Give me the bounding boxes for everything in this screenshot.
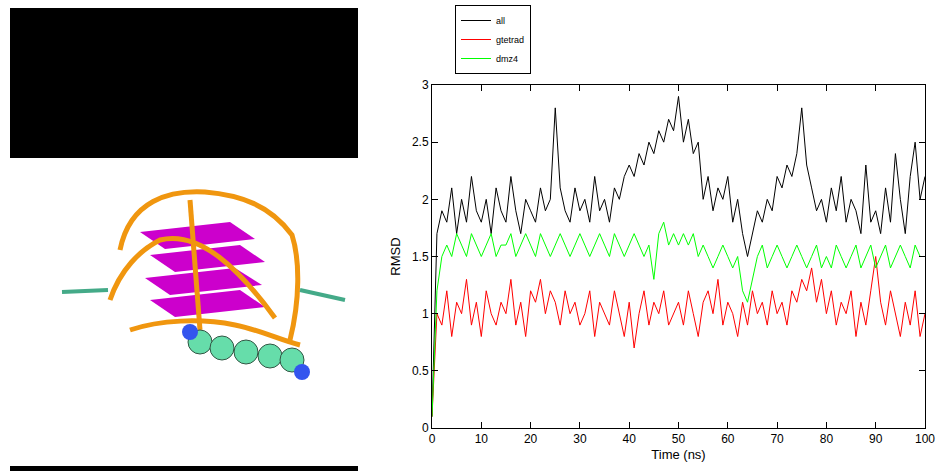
- svg-text:all: all: [496, 16, 505, 26]
- svg-text:60: 60: [721, 432, 735, 446]
- svg-text:1.5: 1.5: [412, 250, 429, 264]
- svg-text:2: 2: [422, 193, 429, 207]
- svg-text:gtetrad: gtetrad: [496, 35, 524, 45]
- svg-text:90: 90: [869, 432, 883, 446]
- svg-text:3: 3: [422, 78, 429, 92]
- svg-text:70: 70: [770, 432, 784, 446]
- svg-text:1: 1: [422, 307, 429, 321]
- svg-text:0: 0: [422, 421, 429, 435]
- svg-text:RMSD: RMSD: [388, 237, 403, 275]
- svg-text:80: 80: [820, 432, 834, 446]
- svg-text:100: 100: [915, 432, 935, 446]
- svg-text:dmz4: dmz4: [496, 54, 518, 64]
- svg-text:Time (ns): Time (ns): [651, 447, 705, 462]
- svg-text:2.5: 2.5: [412, 135, 429, 149]
- svg-text:20: 20: [524, 432, 538, 446]
- svg-text:10: 10: [475, 432, 489, 446]
- svg-text:40: 40: [623, 432, 637, 446]
- svg-text:0: 0: [429, 432, 436, 446]
- svg-text:50: 50: [672, 432, 686, 446]
- svg-text:0.5: 0.5: [412, 364, 429, 378]
- svg-text:30: 30: [573, 432, 587, 446]
